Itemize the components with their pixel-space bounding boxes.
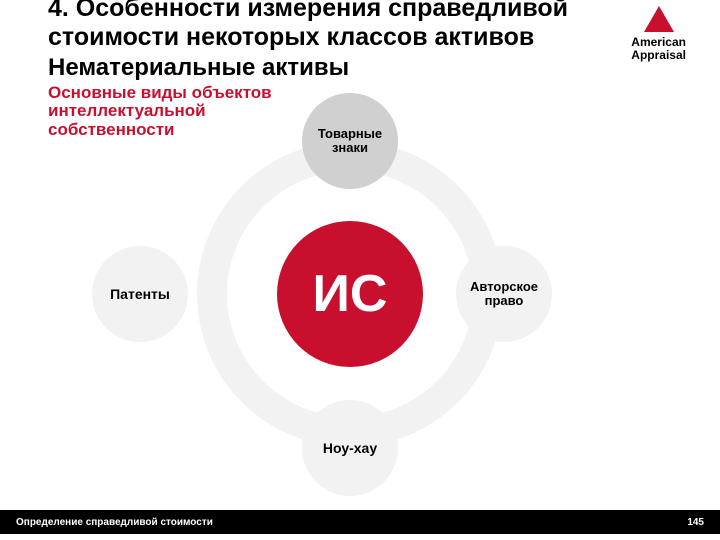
diagram-node-2: Ноу-хау xyxy=(302,400,398,496)
center-node-label: ИС xyxy=(313,267,388,322)
diagram-node-0: Товарные знаки xyxy=(302,93,398,189)
diagram-node-label: Авторское право xyxy=(456,280,552,307)
footer-bar: Определение справедливой стоимости 145 xyxy=(0,510,720,534)
diagram-node-label: Патенты xyxy=(104,287,176,302)
ip-diagram: ИС Товарные знаки Авторское право Ноу-хау П… xyxy=(0,0,720,534)
diagram-node-label: Ноу-хау xyxy=(317,441,383,456)
footer-right: 145 xyxy=(687,517,704,528)
diagram-node-1: Авторское право xyxy=(456,246,552,342)
center-node: ИС xyxy=(277,221,423,367)
diagram-node-label: Товарные знаки xyxy=(302,127,398,154)
footer-left: Определение справедливой стоимости xyxy=(16,517,213,528)
diagram-node-3: Патенты xyxy=(92,246,188,342)
